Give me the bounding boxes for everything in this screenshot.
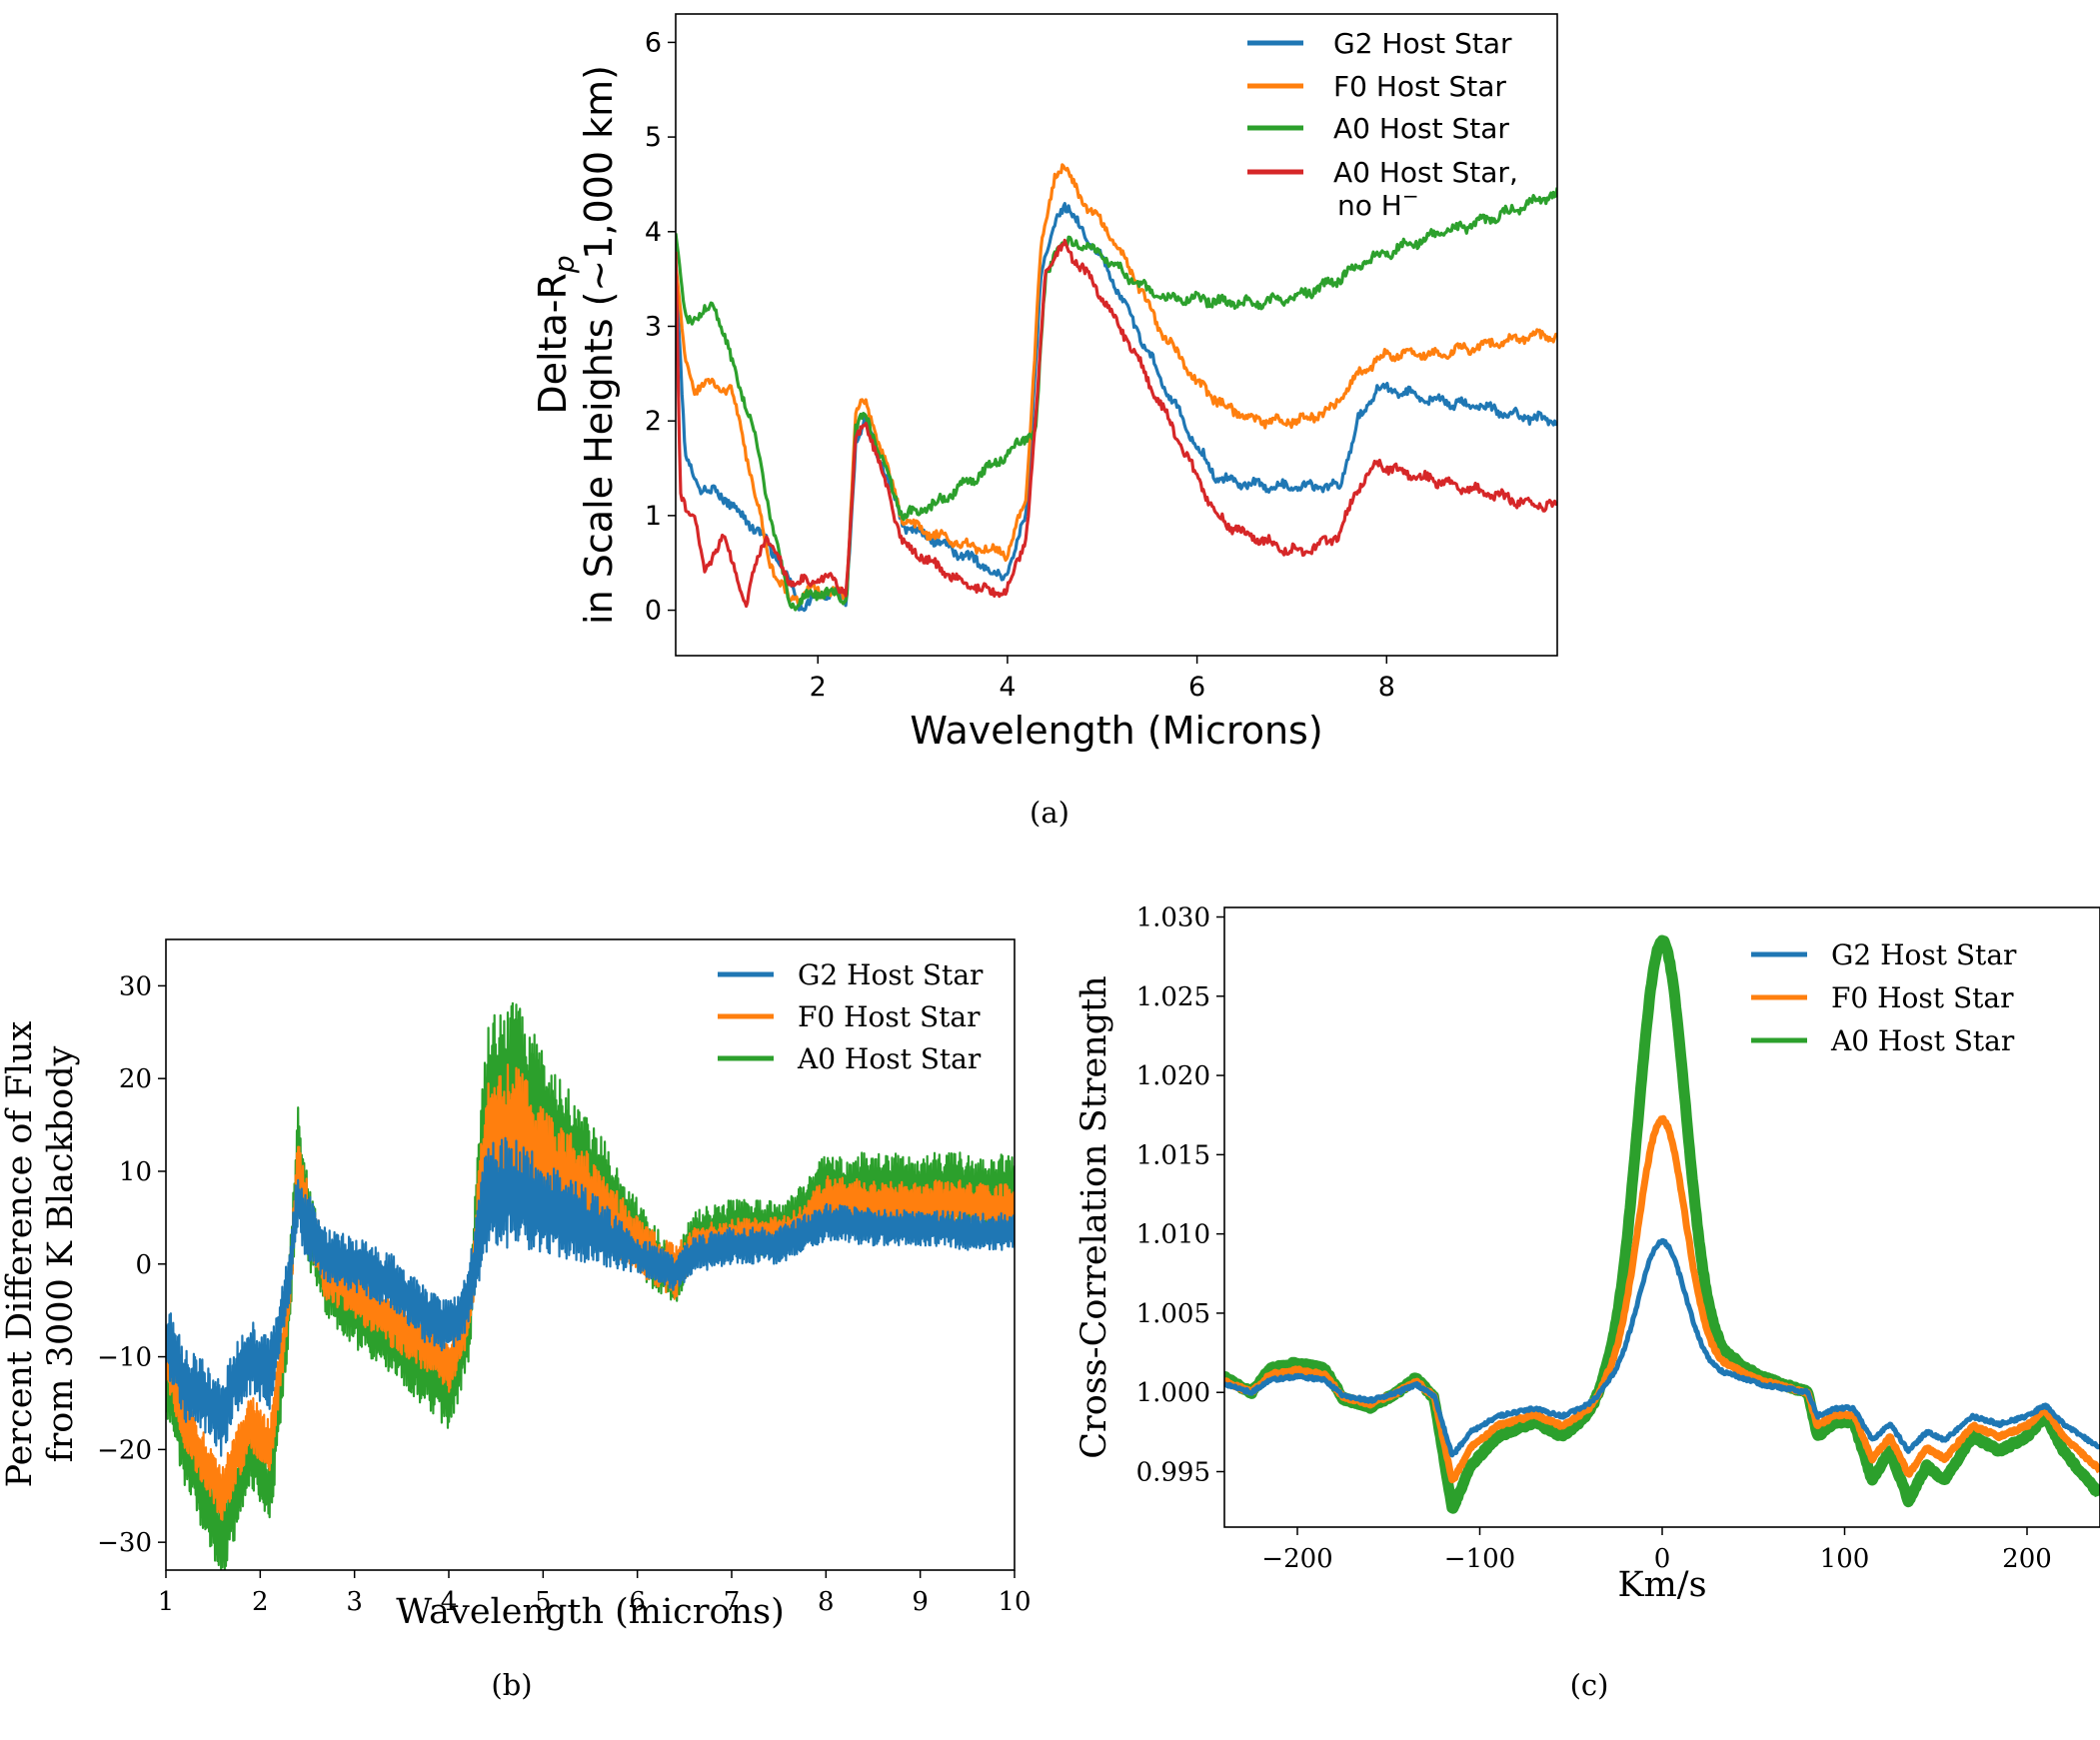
y-axis-label: Cross-Correlation Strength [1074,975,1114,1458]
legend: G2 Host Star F0 Host Star A0 Host Star [1751,938,2017,1057]
y-tick-label: 10 [119,1157,152,1187]
legend-label-line2: no H− [1337,184,1419,222]
x-tick-label: 2 [252,1587,269,1617]
series-line [1224,1114,2100,1484]
y-tick-label: 6 [645,27,662,58]
series-line [166,1136,1015,1457]
x-axis-label: Km/s [1617,1565,1706,1605]
legend-superscript: − [1402,184,1419,208]
x-tick-label: 100 [1820,1544,1870,1574]
x-tick-label: 5 [535,1587,552,1617]
legend-label: F0 Host Star [1333,70,1506,103]
y-tick-label: 1.030 [1136,903,1210,933]
series-line [676,187,1557,612]
series-line [676,238,1557,609]
series-line [1224,1237,2100,1458]
x-tick-label: 1 [158,1587,175,1617]
x-tick-label: 7 [724,1587,741,1617]
y-tick-label: −30 [97,1528,152,1558]
y-axis-label-line2: from 3000 K Blackbody [41,1045,81,1462]
legend-label: A0 Host Star [1830,1024,2015,1057]
x-tick-label: 6 [629,1587,646,1617]
y-tick-label: 0 [645,596,662,627]
plot-frame [675,13,1558,657]
x-tick-label: 6 [1188,672,1205,703]
caption-a: (a) [1030,796,1069,830]
y-tick-label: 4 [645,217,662,248]
y-tick-label: 2 [645,406,662,437]
x-tick-label: 0 [1654,1544,1671,1574]
x-tick-label: 10 [998,1587,1031,1617]
y-axis-label-line2: in Scale Heights (~1,000 km) [577,65,621,625]
legend-label: F0 Host Star [798,1000,981,1033]
y-tick-label: 1.005 [1136,1299,1210,1329]
plot-frame [165,938,1016,1571]
legend-label: A0 Host Star [1333,112,1509,145]
y-tick-label: 1.025 [1136,982,1210,1012]
y-tick-label: 0 [135,1250,152,1280]
y-tick-label: 30 [119,971,152,1001]
legend-label: G2 Host Star [798,958,984,991]
plot-area [676,163,1557,613]
x-tick-label: −200 [1261,1544,1332,1574]
x-tick-label: −100 [1444,1544,1515,1574]
y-tick-label: 1 [645,501,662,532]
legend-label: F0 Host Star [1831,981,2014,1014]
y-tick-label: 1.015 [1136,1140,1210,1170]
legend-label: A0 Host Star [797,1042,982,1075]
x-tick-label: 2 [810,672,827,703]
chart-panel-b: 1 2 3 4 5 6 7 8 9 10 −30 −20 −10 0 10 20 30 G2 Host Star F… [0,938,1032,1702]
y-tick-label: 1.000 [1136,1378,1210,1408]
x-tick-label: 4 [999,672,1016,703]
x-tick-label: 4 [441,1587,458,1617]
x-tick-label: 9 [912,1587,929,1617]
legend-label: A0 Host Star, [1333,156,1518,189]
legend: G2 Host Star F0 Host Star A0 Host Star A0 H… [1247,27,1518,222]
y-tick-label: 0.995 [1136,1458,1210,1488]
legend-label: G2 Host Star [1831,938,2017,971]
legend-text: no H [1337,189,1402,222]
x-axis-label: Wavelength (Microns) [910,709,1322,753]
y-tick-label: 5 [645,122,662,153]
x-tick-label: 200 [2002,1544,2052,1574]
y-tick-label: −10 [97,1343,152,1373]
plot-area [166,1001,1015,1570]
caption-c: (c) [1570,1668,1609,1702]
y-tick-label: 1.010 [1136,1220,1210,1250]
y-axis-label-line1: Percent Difference of Flux [0,1020,40,1487]
series-line [676,163,1557,605]
y-label-subscript: p [548,255,581,274]
legend: G2 Host Star F0 Host Star A0 Host Star [718,958,984,1075]
x-tick-label: 8 [818,1587,835,1617]
y-tick-label: −20 [97,1435,152,1465]
y-tick-label: 3 [645,311,662,342]
x-axis-label: Wavelength (microns) [396,1592,784,1632]
x-tick-label: 3 [346,1587,363,1617]
legend-label: G2 Host Star [1333,27,1512,60]
chart-panel-c: −200 −100 0 100 200 0.995 1.000 1.005 1.010 1.015… [1074,903,2100,1702]
series-line [166,1001,1015,1570]
y-tick-label: 1.020 [1136,1061,1210,1091]
y-tick-label: 20 [119,1064,152,1094]
caption-b: (b) [491,1668,532,1702]
y-axis-label-line1: Delta-Rp [531,255,581,414]
plot-area [1224,934,2100,1514]
x-tick-label: 8 [1378,672,1395,703]
chart-panel-a: 2 4 6 8 0 1 2 3 4 5 6 G2 Host Star F0 Host Star A0 Ho… [531,13,1558,830]
y-label-main: Delta-R [531,273,575,415]
series-line [166,1063,1015,1521]
